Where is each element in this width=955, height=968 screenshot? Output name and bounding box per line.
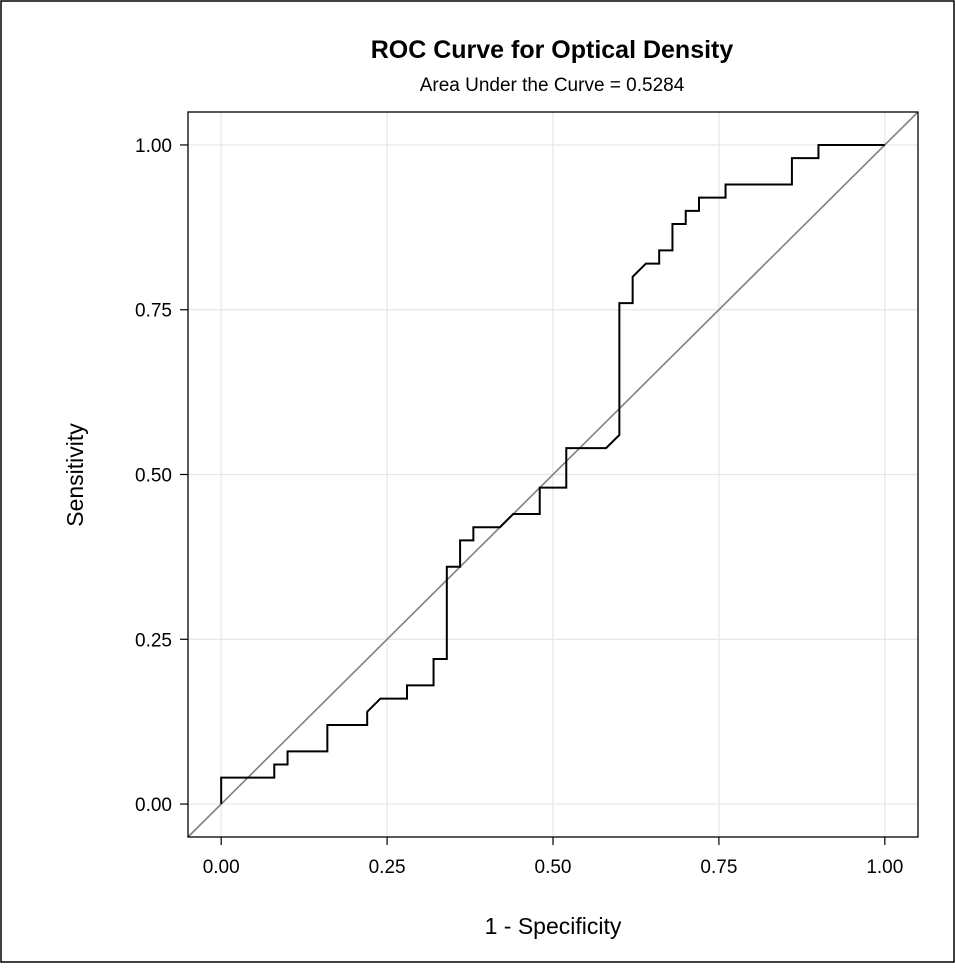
x-tick-label: 0.25 xyxy=(369,857,406,878)
y-axis-label: Sensitivity xyxy=(62,423,88,527)
chart-title: ROC Curve for Optical Density xyxy=(371,36,734,64)
y-tick-label: 0.00 xyxy=(135,795,172,816)
y-tick-label: 0.25 xyxy=(135,630,172,651)
y-tick-label: 1.00 xyxy=(135,136,172,157)
y-tick-label: 0.50 xyxy=(135,466,172,487)
x-tick-label: 0.50 xyxy=(535,857,572,878)
x-tick-label: 0.00 xyxy=(203,857,240,878)
chart-subtitle: Area Under the Curve = 0.5284 xyxy=(420,75,685,96)
x-tick-label: 1.00 xyxy=(866,857,903,878)
x-tick-label: 0.75 xyxy=(700,857,737,878)
y-tick-label: 0.75 xyxy=(135,301,172,322)
x-axis-label: 1 - Specificity xyxy=(485,913,622,939)
